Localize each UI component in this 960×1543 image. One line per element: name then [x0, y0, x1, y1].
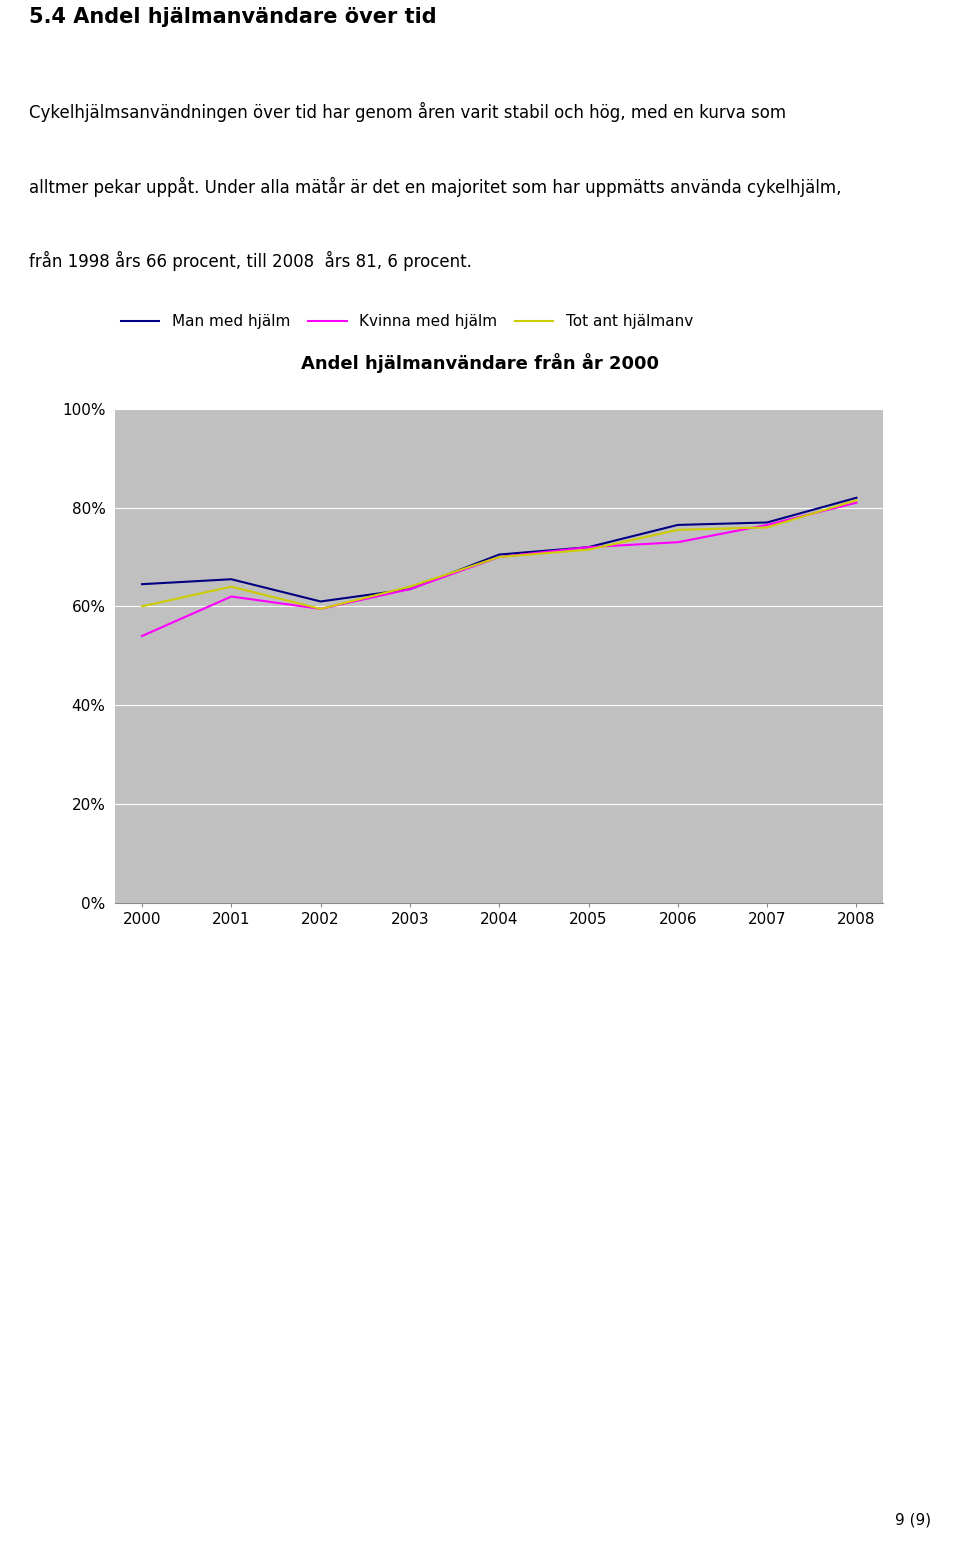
Text: alltmer pekar uppåt. Under alla mätår är det en majoritet som har uppmätts använ: alltmer pekar uppåt. Under alla mätår är… — [29, 176, 841, 196]
Text: 5.4 Andel hjälmanvändare över tid: 5.4 Andel hjälmanvändare över tid — [29, 6, 437, 26]
Text: från 1998 års 66 procent, till 2008  års 81, 6 procent.: från 1998 års 66 procent, till 2008 års … — [29, 252, 471, 272]
Text: Cykelhjälmsanvändningen över tid har genom åren varit stabil och hög, med en kur: Cykelhjälmsanvändningen över tid har gen… — [29, 102, 786, 122]
Text: 9 (9): 9 (9) — [895, 1512, 931, 1528]
Legend: Man med hjälm, Kvinna med hjälm, Tot ant hjälmanv: Man med hjälm, Kvinna med hjälm, Tot ant… — [115, 309, 699, 335]
Text: Andel hjälmanvändare från år 2000: Andel hjälmanvändare från år 2000 — [301, 353, 659, 372]
